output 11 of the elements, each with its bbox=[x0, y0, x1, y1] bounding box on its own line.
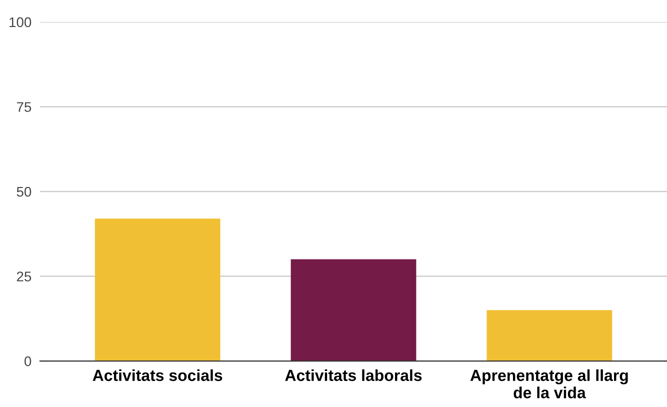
y-tick-label: 25 bbox=[16, 272, 32, 282]
bar bbox=[290, 259, 416, 362]
y-tick-label: 0 bbox=[24, 356, 32, 366]
x-tick-label: Activitats laborals bbox=[285, 369, 422, 382]
bar bbox=[94, 218, 220, 362]
y-tick-label: 75 bbox=[16, 102, 32, 112]
y-tick-label: 50 bbox=[16, 186, 32, 197]
x-tick-label: Activitats socials bbox=[92, 369, 222, 382]
x-tick-label: Aprenentatge al llarg de la vida bbox=[470, 369, 628, 398]
y-tick-label: 100 bbox=[10, 17, 32, 28]
bar bbox=[486, 310, 612, 362]
